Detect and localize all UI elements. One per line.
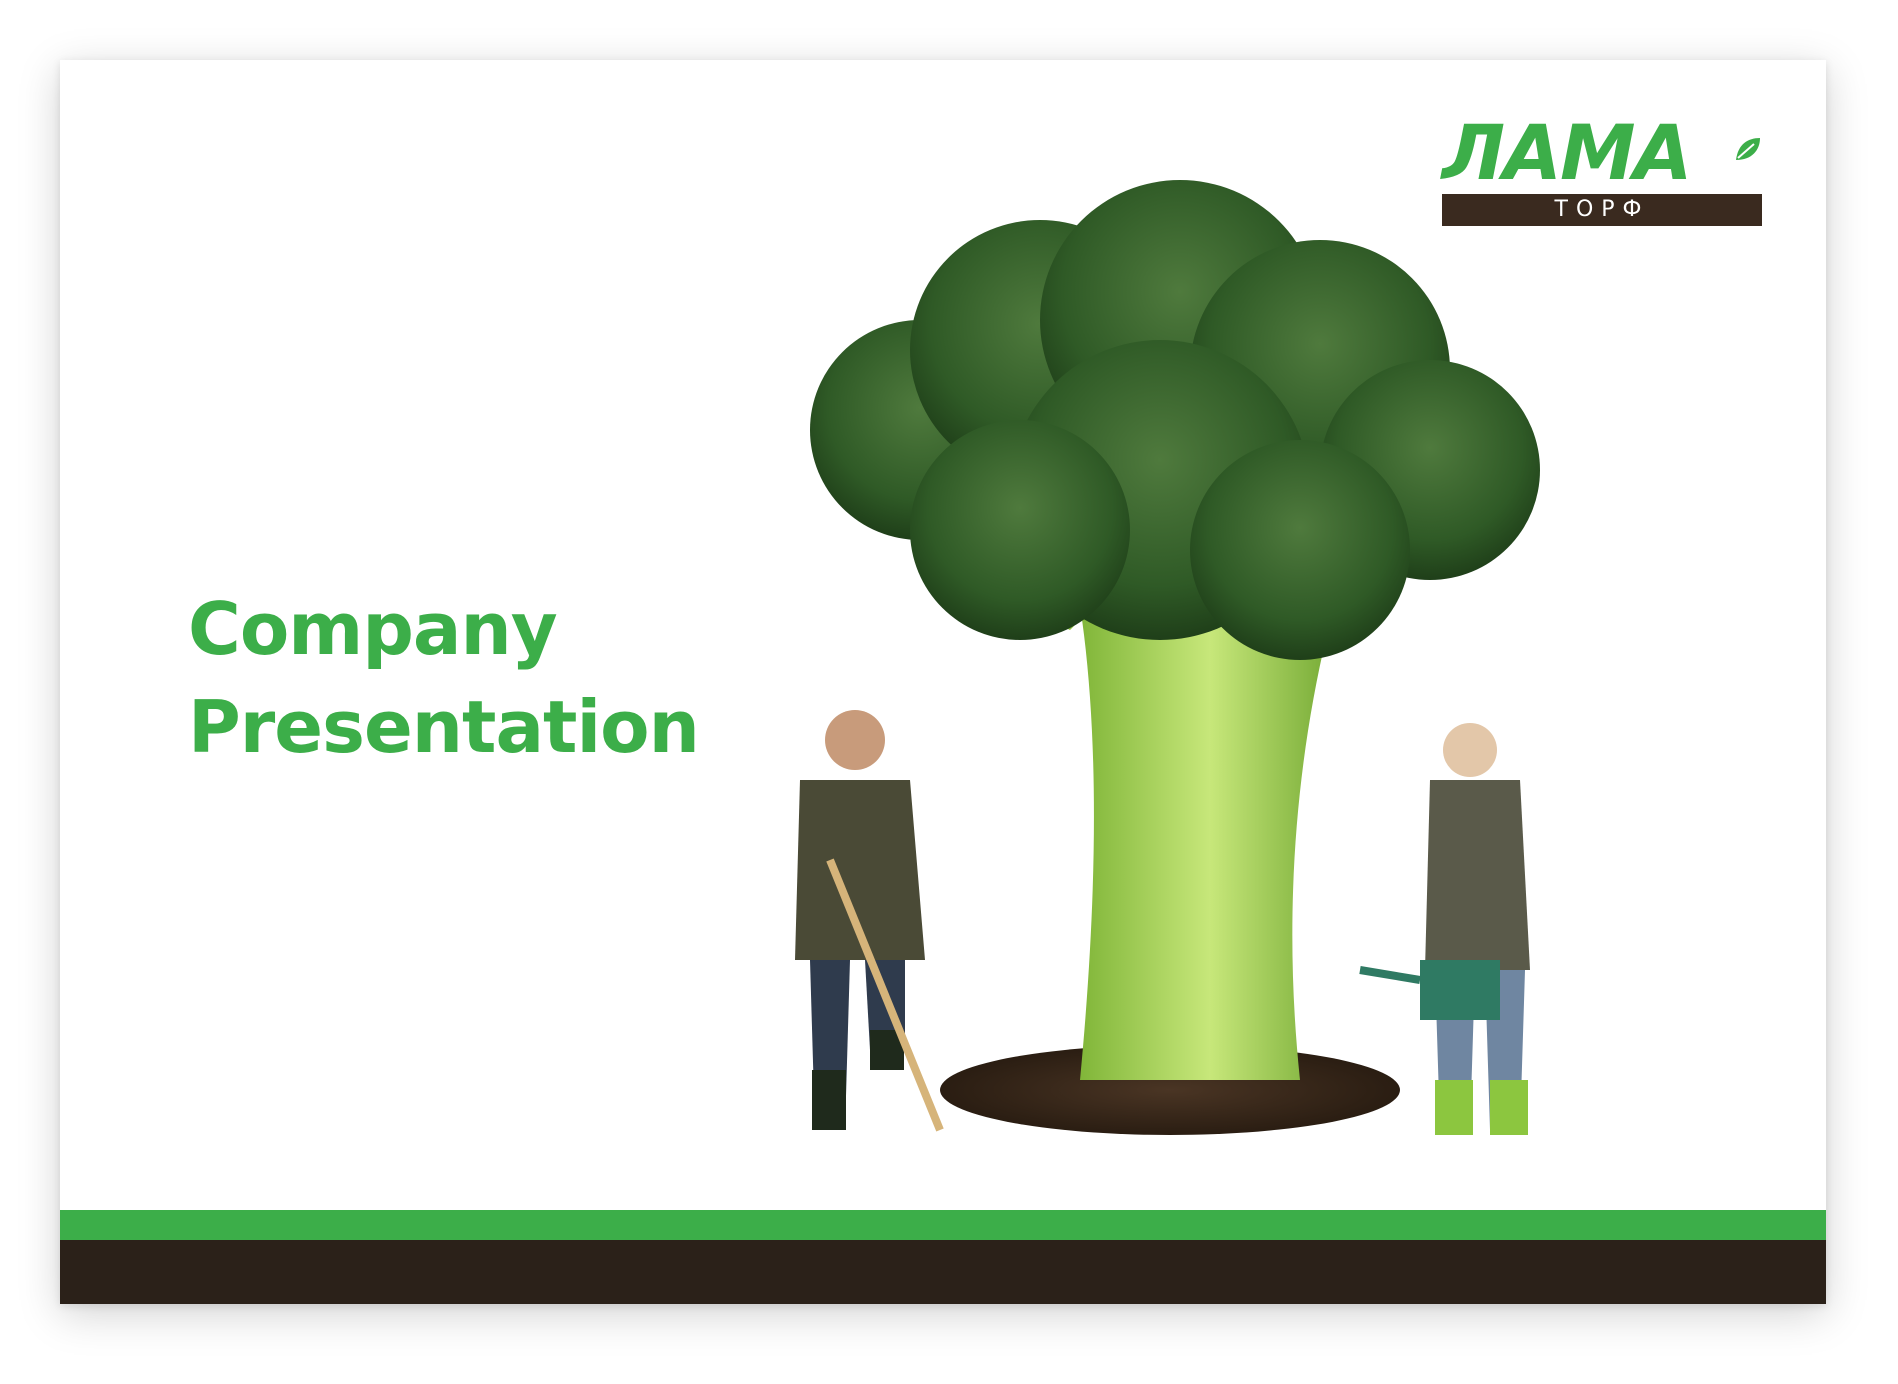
gardener-man [795, 710, 944, 1132]
slide-title-line-1: Company [188, 587, 558, 671]
footer-brown-stripe [60, 1240, 1826, 1304]
leaf-icon [1736, 138, 1760, 160]
slide-title-line-2: Presentation [188, 685, 700, 769]
footer-green-stripe [60, 1210, 1826, 1240]
presentation-slide: Company Presentation ЛАМА ТОРФ [60, 60, 1826, 1304]
slide-title: Company Presentation [188, 580, 700, 776]
logo-wordmark: ЛАМА [1442, 108, 1692, 197]
broccoli-crown [810, 180, 1540, 660]
broccoli-illustration [795, 180, 1540, 1135]
brand-logo: ЛАМА ТОРФ [1442, 108, 1762, 228]
logo-subtitle-bar: ТОРФ [1442, 194, 1762, 226]
gardener-woman [1359, 723, 1530, 1135]
